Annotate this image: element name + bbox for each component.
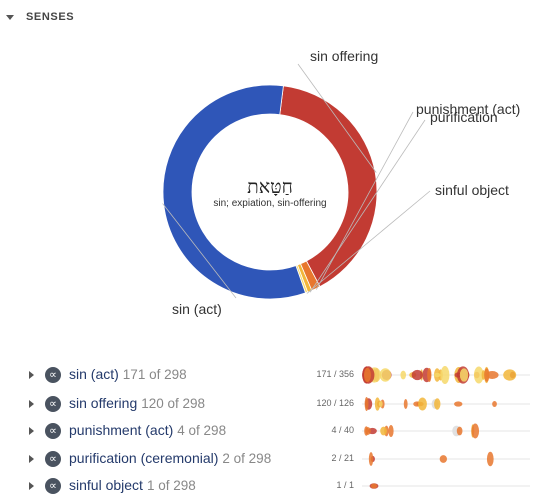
sparkline-mark <box>363 367 371 383</box>
sparkline-mark <box>454 372 461 378</box>
sparkline-mark <box>439 455 447 463</box>
sense-count: 1 of 298 <box>146 478 196 493</box>
sense-count: 120 of 298 <box>141 396 206 411</box>
sparkline-mark <box>471 423 480 439</box>
caret-right-icon[interactable] <box>29 371 34 379</box>
sense-ratio: 120 / 126 <box>316 398 354 408</box>
sparkline-mark <box>378 400 383 408</box>
sense-label[interactable]: sin (act) <box>69 366 119 382</box>
sense-ratio: 4 / 40 <box>331 425 354 435</box>
donut-slice-sin-act-[interactable] <box>162 84 307 300</box>
sense-sparkline <box>362 483 530 489</box>
caret-right-icon[interactable] <box>29 400 34 408</box>
sense-sparkline <box>362 397 530 411</box>
sparkline-mark <box>456 426 463 436</box>
leader-line <box>316 111 414 290</box>
sparkline-mark <box>486 451 494 467</box>
sense-name[interactable]: purification (ceremonial) 2 of 298 <box>69 450 271 466</box>
sparkline-mark <box>484 368 490 382</box>
sparkline-mark <box>454 401 463 407</box>
slice-label-sin-act: sin (act) <box>172 301 222 317</box>
sense-name[interactable]: sin offering 120 of 298 <box>69 395 205 411</box>
sense-label[interactable]: purification (ceremonial) <box>69 450 219 466</box>
sense-row[interactable]: ∝ punishment (act) 4 of 298 4 / 40 <box>0 420 540 442</box>
sense-name[interactable]: sinful object 1 of 298 <box>69 477 196 493</box>
sparkline-mark <box>492 401 497 407</box>
sparkline-mark <box>368 452 374 466</box>
slice-label-sin-offering: sin offering <box>310 48 378 64</box>
caret-right-icon[interactable] <box>29 455 34 463</box>
sparkline-mark <box>379 368 392 382</box>
senses-donut-chart: sin (act) sin offering punishment (act) … <box>162 48 520 317</box>
sense-sparkline <box>362 423 530 439</box>
sparkline-mark <box>364 397 369 411</box>
sense-ratio: 1 / 1 <box>336 480 354 490</box>
sense-ratio: 2 / 21 <box>331 453 354 463</box>
sense-label[interactable]: punishment (act) <box>69 422 174 438</box>
slice-label-sinful-object: sinful object <box>435 182 509 198</box>
sparkline-mark <box>400 370 407 380</box>
center-gloss: sin; expiation, sin-offering <box>213 198 326 209</box>
sparkline-mark <box>370 483 378 489</box>
sparkline-mark <box>411 369 423 381</box>
sense-row[interactable]: ∝ sinful object 1 of 298 1 / 1 <box>0 475 540 497</box>
sense-name[interactable]: punishment (act) 4 of 298 <box>69 422 226 438</box>
donut-slice-sin-offering[interactable] <box>279 85 378 288</box>
caret-right-icon[interactable] <box>29 427 34 435</box>
slice-label-purification: purification <box>430 109 498 125</box>
slice-label-punishment: punishment (act) <box>416 101 520 117</box>
sparkline-mark <box>503 369 517 381</box>
leader-line <box>297 63 377 173</box>
sense-count: 2 of 298 <box>222 451 272 466</box>
sense-count: 171 of 298 <box>122 367 187 382</box>
sense-count: 4 of 298 <box>177 423 227 438</box>
section-title: SENSES <box>26 11 75 23</box>
senses-section-header[interactable]: SENSES <box>6 8 74 26</box>
infinity-link-icon[interactable]: ∝ <box>45 396 61 412</box>
sparkline-mark <box>403 398 408 410</box>
sparkline-mark <box>418 397 427 411</box>
sparkline-mark <box>440 366 450 384</box>
sparkline-mark <box>364 426 369 436</box>
sparkline-mark <box>374 397 381 411</box>
center-hebrew-word: חַטָּאת <box>247 176 293 198</box>
sense-label[interactable]: sin offering <box>69 395 138 411</box>
infinity-link-icon[interactable]: ∝ <box>45 478 61 494</box>
sparkline-mark <box>380 426 387 436</box>
sense-row[interactable]: ∝ sin offering 120 of 298 120 / 126 <box>0 393 540 415</box>
caret-right-icon[interactable] <box>29 482 34 490</box>
sense-label[interactable]: sinful object <box>69 477 143 493</box>
infinity-link-icon[interactable]: ∝ <box>45 423 61 439</box>
sparkline-mark <box>434 398 441 410</box>
leader-line <box>309 119 426 293</box>
leader-line <box>306 190 431 294</box>
infinity-link-icon[interactable]: ∝ <box>45 367 61 383</box>
leader-line <box>162 203 237 299</box>
sparkline-mark <box>427 368 432 382</box>
sense-row[interactable]: ∝ purification (ceremonial) 2 of 298 2 / … <box>0 448 540 470</box>
sense-ratio: 171 / 356 <box>316 369 354 379</box>
sparkline-mark <box>434 372 441 378</box>
sense-sparkline <box>362 366 530 384</box>
caret-down-icon[interactable] <box>6 15 14 20</box>
sense-name[interactable]: sin (act) 171 of 298 <box>69 366 187 382</box>
sparkline-mark <box>459 368 469 382</box>
sparkline-mark <box>388 424 394 438</box>
sparkline-mark <box>473 366 484 384</box>
sense-row[interactable]: ∝ sin (act) 171 of 298 171 / 356 <box>0 364 540 386</box>
infinity-link-icon[interactable]: ∝ <box>45 451 61 467</box>
sense-sparkline <box>362 451 530 467</box>
